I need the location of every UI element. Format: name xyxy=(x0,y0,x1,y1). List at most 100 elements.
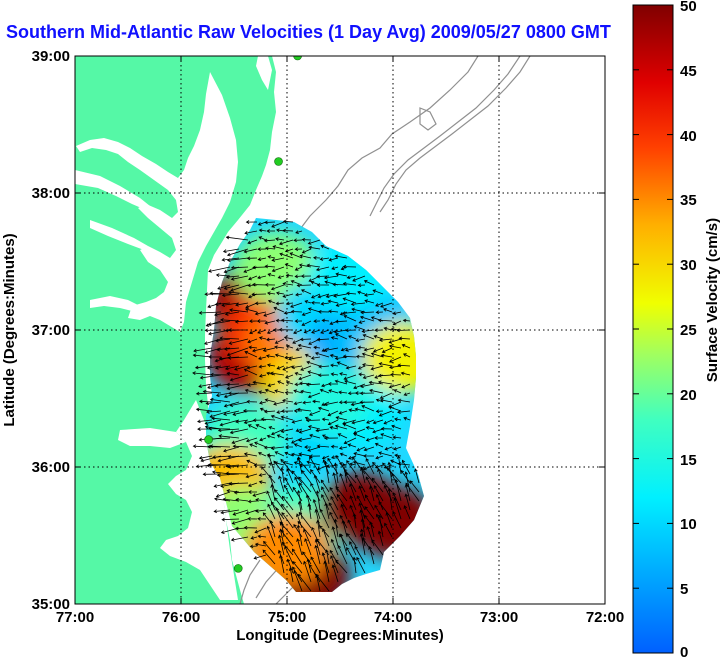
velocity-arrow xyxy=(402,318,411,323)
velocity-arrow xyxy=(315,266,330,272)
velocity-arrow xyxy=(377,530,384,547)
velocity-arrow xyxy=(244,388,258,394)
velocity-arrow xyxy=(274,451,285,457)
velocity-arrow xyxy=(282,398,294,403)
velocity-arrow xyxy=(294,476,303,493)
y-tick-label: 38:00 xyxy=(32,185,70,202)
velocity-arrow xyxy=(250,536,258,540)
velocity-arrow xyxy=(405,482,420,502)
velocity-arrow xyxy=(253,554,267,560)
velocity-arrow xyxy=(228,481,249,486)
velocity-arrow xyxy=(231,518,249,525)
velocity-arrow xyxy=(230,265,249,270)
velocity-arrow xyxy=(232,509,249,516)
velocity-arrow xyxy=(269,520,276,538)
velocity-arrow xyxy=(337,433,348,439)
colorbar-tick-label: 30 xyxy=(680,257,697,274)
velocity-arrow xyxy=(325,549,330,565)
colorbar-title: Surface Velocity (cm/s) xyxy=(704,218,721,382)
velocity-arrow xyxy=(215,491,231,498)
velocity-arrow xyxy=(364,299,375,304)
velocity-arrow xyxy=(288,356,303,361)
velocity-arrow xyxy=(198,455,213,460)
velocity-arrow xyxy=(307,425,321,430)
velocity-arrow xyxy=(303,528,312,547)
velocity-arrow xyxy=(218,434,240,439)
velocity-arrow xyxy=(216,347,231,352)
velocity-arrow xyxy=(313,319,321,324)
velocity-arrow xyxy=(259,437,267,442)
velocity-arrow xyxy=(309,456,321,475)
velocity-arrow xyxy=(369,485,375,502)
velocity-arrow xyxy=(270,371,285,376)
velocity-arrow xyxy=(359,315,375,322)
velocity-arrow xyxy=(310,556,321,574)
velocity-arrow xyxy=(222,248,240,254)
velocity-arrow xyxy=(248,490,257,494)
velocity-arrow xyxy=(245,509,258,515)
velocity-arrow xyxy=(226,383,249,391)
velocity-arrow xyxy=(227,454,249,459)
colorbar-tick-marks xyxy=(633,4,673,654)
velocity-arrow xyxy=(394,417,402,422)
velocity-arrow xyxy=(333,329,348,334)
velocity-arrow xyxy=(220,509,240,515)
colorbar-tick-label: 45 xyxy=(680,63,697,80)
velocity-arrow xyxy=(355,354,366,359)
velocity-arrow xyxy=(226,248,249,257)
velocity-arrow xyxy=(298,437,312,442)
velocity-arrow xyxy=(316,274,330,279)
velocity-arrow xyxy=(255,509,267,513)
velocity-arrow xyxy=(352,556,357,574)
velocity-arrow xyxy=(209,291,231,296)
velocity-arrow xyxy=(379,392,393,399)
velocity-arrow xyxy=(258,473,267,477)
velocity-arrow xyxy=(363,454,374,458)
velocity-arrow xyxy=(328,389,339,394)
velocity-arrow xyxy=(380,433,393,439)
velocity-arrow xyxy=(296,283,312,288)
velocity-arrow xyxy=(293,523,303,538)
velocity-arrow xyxy=(348,335,357,340)
velocity-arrow xyxy=(301,469,312,484)
velocity-arrow xyxy=(229,308,249,313)
velocity-arrow xyxy=(223,392,240,399)
velocity-arrow xyxy=(264,264,276,269)
velocity-arrow xyxy=(352,275,366,282)
velocity-arrow xyxy=(245,473,258,479)
velocity-arrow xyxy=(393,497,402,520)
velocity-arrow xyxy=(317,373,330,378)
velocity-arrow xyxy=(257,247,267,252)
velocity-arrow xyxy=(315,490,321,511)
map-title: Southern Mid-Atlantic Raw Velocities (1 … xyxy=(6,22,611,42)
velocity-arrow xyxy=(377,318,393,323)
velocity-arrow xyxy=(224,311,240,316)
velocity-arrow xyxy=(359,391,375,396)
velocity-arrow xyxy=(267,453,276,475)
velocity-arrow xyxy=(276,228,285,233)
velocity-arrow xyxy=(377,468,384,484)
velocity-arrow xyxy=(247,424,258,430)
velocity-arrow xyxy=(324,502,330,520)
velocity-arrow xyxy=(364,514,375,529)
velocity-arrow xyxy=(342,281,357,286)
velocity-arrow xyxy=(321,318,330,323)
velocity-arrow xyxy=(374,436,384,440)
velocity-arrow xyxy=(356,495,366,511)
velocity-arrow xyxy=(223,284,240,290)
velocity-arrow xyxy=(214,302,231,307)
velocity-arrow xyxy=(283,335,294,340)
radar-station-marker xyxy=(274,157,283,166)
velocity-arrow xyxy=(192,371,213,376)
velocity-arrow xyxy=(217,428,240,433)
velocity-arrow xyxy=(274,345,285,350)
velocity-arrow xyxy=(339,533,348,556)
velocity-arrow xyxy=(252,282,267,287)
velocity-arrow xyxy=(299,337,312,342)
velocity-arrow xyxy=(272,245,285,250)
rappahannock-river xyxy=(90,220,148,250)
velocity-arrow xyxy=(350,302,366,307)
velocity-arrow xyxy=(267,503,276,520)
velocity-arrow xyxy=(297,573,312,592)
velocity-arrow xyxy=(333,462,339,484)
